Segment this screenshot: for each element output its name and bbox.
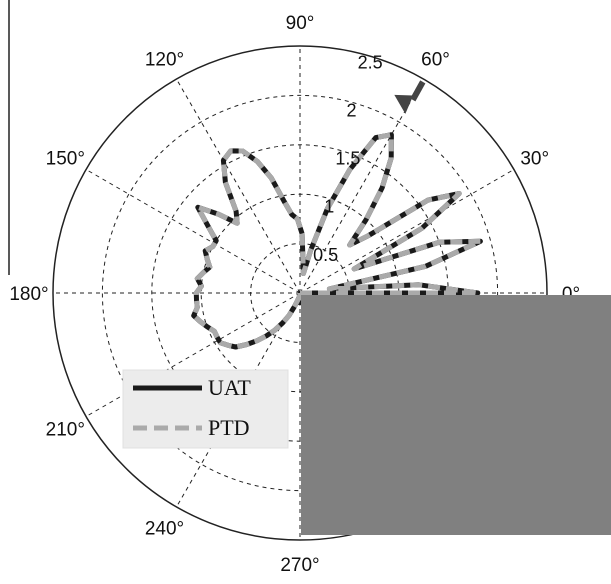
- angle-label-150: 150°: [46, 149, 85, 170]
- angle-label-240: 240°: [145, 519, 184, 540]
- grid-spoke-60: [299, 78, 424, 294]
- outer-ring: [52, 45, 548, 541]
- angle-label-60: 60°: [421, 49, 450, 70]
- radial-tick-label-0: 0.5: [313, 245, 338, 265]
- annotation-arrow-head-0: [394, 94, 414, 114]
- annotation-layer: [394, 80, 426, 114]
- occluder-block: [301, 295, 611, 535]
- grid-spoke-120: [176, 78, 301, 294]
- legend-box: [122, 369, 289, 449]
- legend-label-ptd: PTD: [208, 415, 250, 440]
- grid-ring-3: [101, 94, 499, 492]
- legend-label-uat: UAT: [208, 375, 251, 400]
- angle-label-270: 270°: [280, 555, 319, 576]
- legend: UAT PTD: [122, 369, 289, 449]
- annotation-arrow-shaft-0: [410, 80, 426, 102]
- radial-tick-label-1: 1: [324, 197, 334, 217]
- angle-label-120: 120°: [145, 49, 184, 70]
- series-line-uat: [191, 132, 483, 350]
- radial-labels: 0.5 1 1.5 2 2.5: [313, 52, 382, 265]
- grid-spoke-210: [85, 292, 301, 417]
- angle-label-210: 210°: [46, 420, 85, 441]
- series-layer: [191, 132, 483, 350]
- radial-tick-label-2: 1.5: [335, 149, 360, 169]
- angle-label-90: 90°: [286, 13, 315, 34]
- grid-spoke-150: [85, 169, 301, 294]
- angle-label-30: 30°: [520, 149, 549, 170]
- angle-label-180: 180°: [9, 284, 48, 305]
- radial-tick-label-4: 2.5: [358, 52, 383, 72]
- grid-spoke-30: [299, 169, 515, 294]
- radial-tick-label-3: 2: [346, 100, 356, 120]
